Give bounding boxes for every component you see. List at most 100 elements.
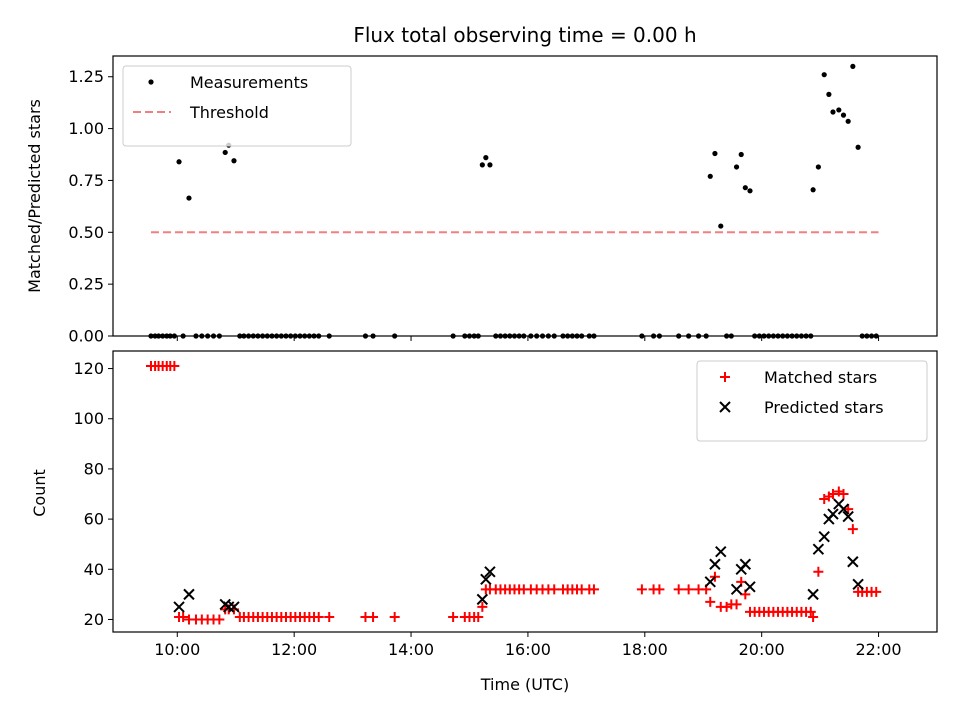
threshold-legend-label: Threshold bbox=[189, 103, 269, 122]
legend-box bbox=[122, 65, 352, 147]
measurements-point bbox=[810, 187, 816, 193]
matched-stars-point bbox=[324, 611, 335, 622]
bottom-y-axis-label: Count bbox=[30, 469, 49, 517]
y-tick-label: 40 bbox=[84, 560, 104, 579]
bottom-legend: Matched stars Predicted stars bbox=[696, 360, 928, 442]
bottom-plot-area bbox=[145, 361, 882, 625]
measurements-point bbox=[826, 91, 832, 97]
predicted-stars-point bbox=[228, 601, 240, 613]
y-tick-label: 0.25 bbox=[68, 275, 104, 294]
matched-stars-legend-label: Matched stars bbox=[764, 368, 877, 387]
x-tick-label: 10:00 bbox=[154, 640, 200, 659]
measurements-point bbox=[712, 150, 718, 157]
matched-stars-point bbox=[683, 584, 694, 595]
predicted-stars-point bbox=[847, 556, 859, 568]
matched-stars-point bbox=[813, 566, 824, 577]
matched-stars-point bbox=[214, 614, 225, 625]
top-y-axis-label: Matched/Predicted stars bbox=[25, 99, 44, 293]
y-tick-label: 100 bbox=[73, 409, 104, 428]
x-tick-label: 18:00 bbox=[622, 640, 668, 659]
predicted-stars-point bbox=[842, 510, 854, 523]
matched-stars-point bbox=[448, 611, 459, 622]
predicted-stars-point bbox=[739, 558, 752, 570]
measurements-point bbox=[707, 173, 713, 179]
matched-stars-point bbox=[705, 596, 716, 607]
y-tick-label: 0.00 bbox=[68, 327, 104, 346]
matched-stars-point bbox=[477, 601, 488, 612]
predicted-stars-point bbox=[173, 601, 185, 613]
matched-stars-point bbox=[178, 611, 189, 622]
matched-stars-point bbox=[473, 611, 484, 622]
predicted-stars-legend-label: Predicted stars bbox=[764, 398, 884, 417]
bottom-axes-frame bbox=[112, 350, 938, 633]
matched-stars-point bbox=[805, 606, 816, 617]
measurements-point bbox=[186, 195, 192, 201]
predicted-stars-point bbox=[852, 578, 864, 591]
matched-stars-point bbox=[847, 524, 858, 535]
measurements-point bbox=[821, 72, 827, 78]
x-tick-label: 16:00 bbox=[505, 640, 551, 659]
predicted-stars-point bbox=[837, 503, 850, 515]
top-axes-frame bbox=[112, 55, 938, 337]
matched-stars-point bbox=[673, 584, 684, 595]
matched-stars-point bbox=[169, 361, 180, 372]
predicted-stars-point bbox=[812, 543, 825, 555]
measurements-point bbox=[483, 155, 489, 161]
top-panel: 0.00 0.25 0.50 0.75 1.00 1.25 Matched/Predict… bbox=[25, 55, 938, 346]
measurements-point bbox=[487, 162, 493, 168]
x-tick-label: 22:00 bbox=[856, 640, 902, 659]
top-legend: Measurements Threshold bbox=[122, 65, 352, 147]
bottom-panel: 20 40 60 80 100 120 10:00 12:00 14:00 16:00 18:00 2… bbox=[30, 350, 938, 694]
matched-stars-point bbox=[654, 584, 665, 595]
measurements-point bbox=[815, 164, 821, 170]
matched-stars-point bbox=[871, 586, 882, 597]
predicted-stars-point bbox=[730, 583, 743, 596]
predicted-stars-point bbox=[704, 576, 716, 588]
predicted-stars-legend-marker bbox=[719, 401, 731, 413]
predicted-stars-point bbox=[715, 546, 727, 558]
top-ticks: 0.00 0.25 0.50 0.75 1.00 1.25 bbox=[68, 67, 880, 346]
y-tick-label: 20 bbox=[84, 610, 104, 629]
y-tick-label: 120 bbox=[73, 359, 104, 378]
x-axis-label: Time (UTC) bbox=[480, 675, 569, 694]
measurements-point bbox=[718, 223, 724, 229]
predicted-stars-point bbox=[827, 508, 839, 520]
measurements-point bbox=[747, 188, 753, 194]
matched-stars-point bbox=[808, 611, 819, 622]
matched-stars-point bbox=[636, 584, 647, 595]
measurements-point bbox=[222, 149, 228, 156]
measurements-point bbox=[231, 158, 237, 164]
predicted-stars-point bbox=[807, 588, 819, 601]
predicted-stars-point bbox=[476, 593, 489, 606]
measurements-point bbox=[840, 112, 847, 118]
predicted-stars-point bbox=[480, 573, 492, 586]
measurements-legend-marker bbox=[148, 79, 154, 85]
measurements-point bbox=[830, 109, 836, 115]
predicted-stars-point bbox=[484, 566, 496, 578]
matched-stars-point bbox=[838, 489, 849, 500]
matched-stars-point bbox=[827, 489, 838, 500]
predicted-stars-point bbox=[709, 558, 721, 570]
measurements-point bbox=[742, 185, 748, 191]
matched-stars-point bbox=[549, 584, 560, 595]
y-tick-label: 0.75 bbox=[68, 171, 104, 190]
y-tick-label: 0.50 bbox=[68, 223, 104, 242]
x-tick-label: 12:00 bbox=[271, 640, 317, 659]
predicted-stars-point bbox=[744, 581, 756, 593]
x-tick-label: 20:00 bbox=[739, 640, 785, 659]
predicted-stars-point bbox=[183, 588, 195, 601]
legend-box bbox=[696, 360, 928, 442]
predicted-stars-point bbox=[818, 530, 830, 543]
measurements-point bbox=[836, 107, 842, 113]
x-tick-label: 14:00 bbox=[388, 640, 434, 659]
matched-stars-point bbox=[588, 584, 599, 595]
measurements-point bbox=[845, 118, 851, 124]
chart-title: Flux total observing time = 0.00 h bbox=[353, 23, 696, 47]
y-tick-label: 1.00 bbox=[68, 119, 104, 138]
measurements-point bbox=[479, 162, 485, 168]
measurements-point bbox=[850, 63, 856, 69]
y-tick-label: 1.25 bbox=[68, 67, 104, 86]
measurements-point bbox=[176, 159, 182, 165]
matched-stars-legend-marker bbox=[720, 372, 730, 382]
